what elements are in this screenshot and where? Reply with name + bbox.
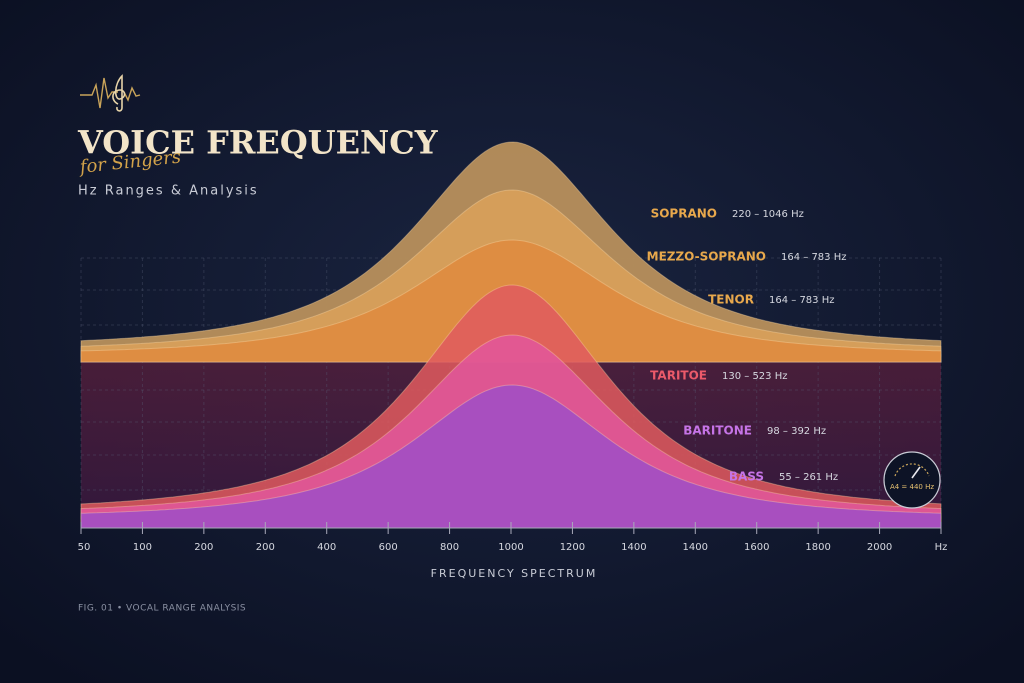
tick-label: 800 — [440, 542, 459, 553]
logo — [80, 74, 141, 112]
caption: FIG. 01 • VOCAL RANGE ANALYSIS — [78, 604, 246, 614]
tick-label: 1400 — [621, 542, 646, 553]
logo-clef — [112, 74, 126, 112]
tick-label: 1000 — [498, 542, 523, 553]
badge-ring — [883, 451, 941, 509]
voice-name: BASS — [729, 470, 764, 484]
badge: A4 = 440 Hz — [883, 451, 941, 509]
tick-label: 600 — [379, 542, 398, 553]
tick-label: 1800 — [805, 542, 830, 553]
voice-range: 98 – 392 Hz — [767, 426, 826, 437]
subtitle: Hz Ranges & Analysis — [78, 184, 259, 199]
voice-name: TARITOE — [650, 369, 707, 383]
badge-needle — [911, 466, 921, 479]
voice-range: 130 – 523 Hz — [722, 371, 787, 382]
tick-label: 1400 — [683, 542, 708, 553]
axis-label: FREQUENCY SPECTRUM — [431, 567, 598, 580]
voice-name: SOPRANO — [651, 207, 717, 221]
tick-label: 200 — [194, 542, 213, 553]
badge-dial — [894, 463, 930, 477]
tick-label: Hz — [935, 542, 948, 553]
voice-range: 55 – 261 Hz — [779, 472, 838, 483]
voice-name: TENOR — [708, 293, 754, 307]
logo-wave — [80, 77, 141, 109]
title: VOICE FREQUENCY — [77, 124, 439, 162]
tick-label: 200 — [256, 542, 275, 553]
voice-range: 220 – 1046 Hz — [732, 209, 804, 220]
voice-labels: SOPRANO 220 – 1046 Hz MEZZO-SOPRANO 164 – 7… — [647, 207, 847, 484]
badge-text: A4 = 440 Hz — [890, 483, 934, 491]
x-ticks: 50 100 200 200 400 600 800 1000 1200 1400 1400 1600… — [78, 522, 948, 553]
voice-curve — [80, 384, 942, 529]
voice-name: MEZZO-SOPRANO — [647, 250, 766, 264]
curves — [80, 141, 942, 529]
tick-label: 50 — [78, 542, 91, 553]
tick-label: 100 — [133, 542, 152, 553]
tick-label: 2000 — [867, 542, 892, 553]
voice-range: 164 – 783 Hz — [781, 252, 846, 263]
tick-label: 400 — [317, 542, 336, 553]
voice-range: 164 – 783 Hz — [769, 295, 834, 306]
tick-label: 1600 — [744, 542, 769, 553]
tick-label: 1200 — [560, 542, 585, 553]
voice-name: BARITONE — [683, 424, 752, 438]
